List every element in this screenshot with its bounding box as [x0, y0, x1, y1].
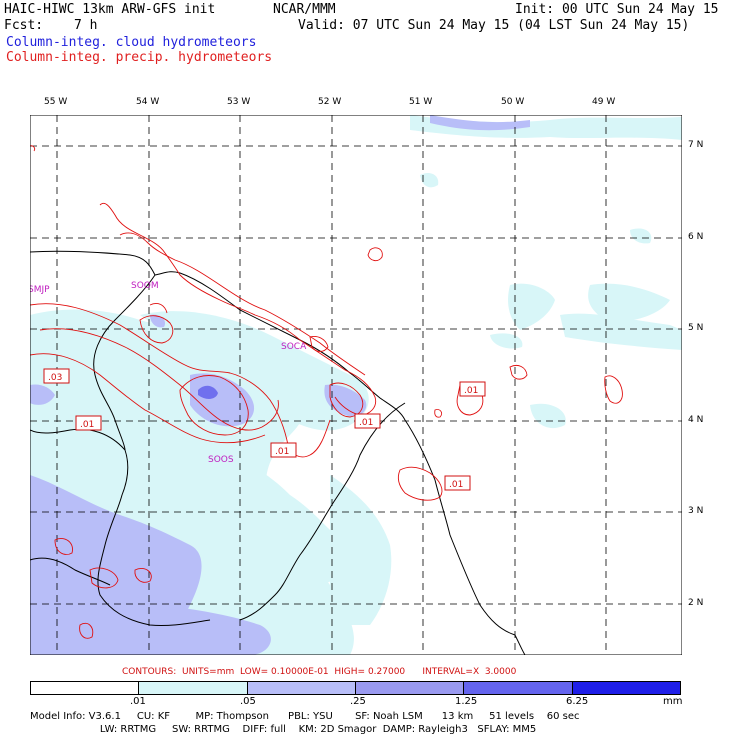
colorbar-label: .01 — [130, 696, 146, 707]
lat-tick: 6 N — [688, 232, 704, 242]
lon-tick: 52 W — [318, 97, 342, 107]
contour-label: .01 — [275, 447, 289, 457]
lon-tick: 50 W — [501, 97, 525, 107]
station-label: SMJP — [30, 285, 50, 295]
valid-time: Valid: 07 UTC Sun 24 May 15 (04 LST Sun … — [298, 18, 690, 33]
station-labels: SMJP SOOM SOCA SOOS — [30, 281, 307, 465]
colorbar-label: 1.25 — [455, 696, 478, 707]
colorbar-label: .05 — [240, 696, 256, 707]
lat-tick: 3 N — [688, 506, 704, 516]
colorbar-bin — [355, 682, 465, 694]
contour-label-box: .03 — [43, 368, 70, 384]
coastline — [30, 250, 526, 655]
lon-tick: 49 W — [592, 97, 616, 107]
contour-label-box: .01 — [270, 442, 297, 458]
colorbar-bin — [464, 682, 573, 694]
colorbar-bin — [139, 682, 248, 694]
lon-tick: 51 W — [409, 97, 433, 107]
contour-label-box: .01 — [444, 475, 471, 491]
colorbar-units: mm — [663, 696, 683, 707]
contour-label-box: .01 — [75, 415, 102, 431]
contour-label: .01 — [80, 420, 94, 430]
contour-label-box: .01 — [354, 413, 381, 429]
contour-label: .01 — [464, 386, 478, 396]
contour-label-box: .01 — [459, 381, 486, 397]
init-time: Init: 00 UTC Sun 24 May 15 — [515, 2, 719, 17]
cloud-field-label: Column-integ. cloud hydrometeors — [6, 35, 257, 50]
station-label: SOCA — [281, 342, 307, 352]
precip-contours — [30, 145, 623, 639]
colorbar-bin — [572, 682, 680, 694]
cloud-shading-strong — [198, 385, 218, 399]
lat-lon-grid — [30, 115, 682, 655]
lat-tick: 2 N — [688, 598, 704, 608]
model-title: HAIC-HIWC 13km ARW-GFS init — [4, 2, 216, 17]
contour-label: .01 — [449, 480, 463, 490]
model-info-line1: Model Info: V3.6.1 CU: KF MP: Thompson P… — [30, 711, 580, 722]
map-panel: .03 .01 .01 .01 .01 .01 — [30, 115, 682, 655]
colorbar-bin — [31, 682, 140, 694]
contour-label: .01 — [359, 418, 373, 428]
lat-tick: 7 N — [688, 140, 704, 150]
colorbar-label: .25 — [350, 696, 366, 707]
lon-tick: 54 W — [136, 97, 160, 107]
precip-field-label: Column-integ. precip. hydrometeors — [6, 50, 273, 65]
forecast-label: Fcst: — [4, 18, 44, 33]
forecast-hours: 7 h — [74, 18, 98, 33]
cloud-shading-medium — [30, 115, 530, 655]
contour-labels: .03 .01 .01 .01 .01 .01 — [43, 368, 486, 491]
contour-info: CONTOURS: UNITS=mm LOW= 0.10000E-01 HIGH… — [122, 667, 517, 677]
lon-tick: 55 W — [44, 97, 68, 107]
contour-label: .03 — [48, 373, 62, 383]
lat-tick: 4 N — [688, 415, 704, 425]
station-label: SOOS — [208, 455, 234, 465]
lat-tick: 5 N — [688, 323, 704, 333]
org-label: NCAR/MMM — [273, 2, 336, 17]
colorbar-bin — [247, 682, 356, 694]
model-info-line2: LW: RRTMG SW: RRTMG DIFF: full KM: 2D Sm… — [30, 724, 537, 735]
colorbar — [30, 681, 681, 695]
colorbar-label: 6.25 — [566, 696, 589, 707]
station-label: SOOM — [131, 281, 159, 291]
lon-tick: 53 W — [227, 97, 251, 107]
